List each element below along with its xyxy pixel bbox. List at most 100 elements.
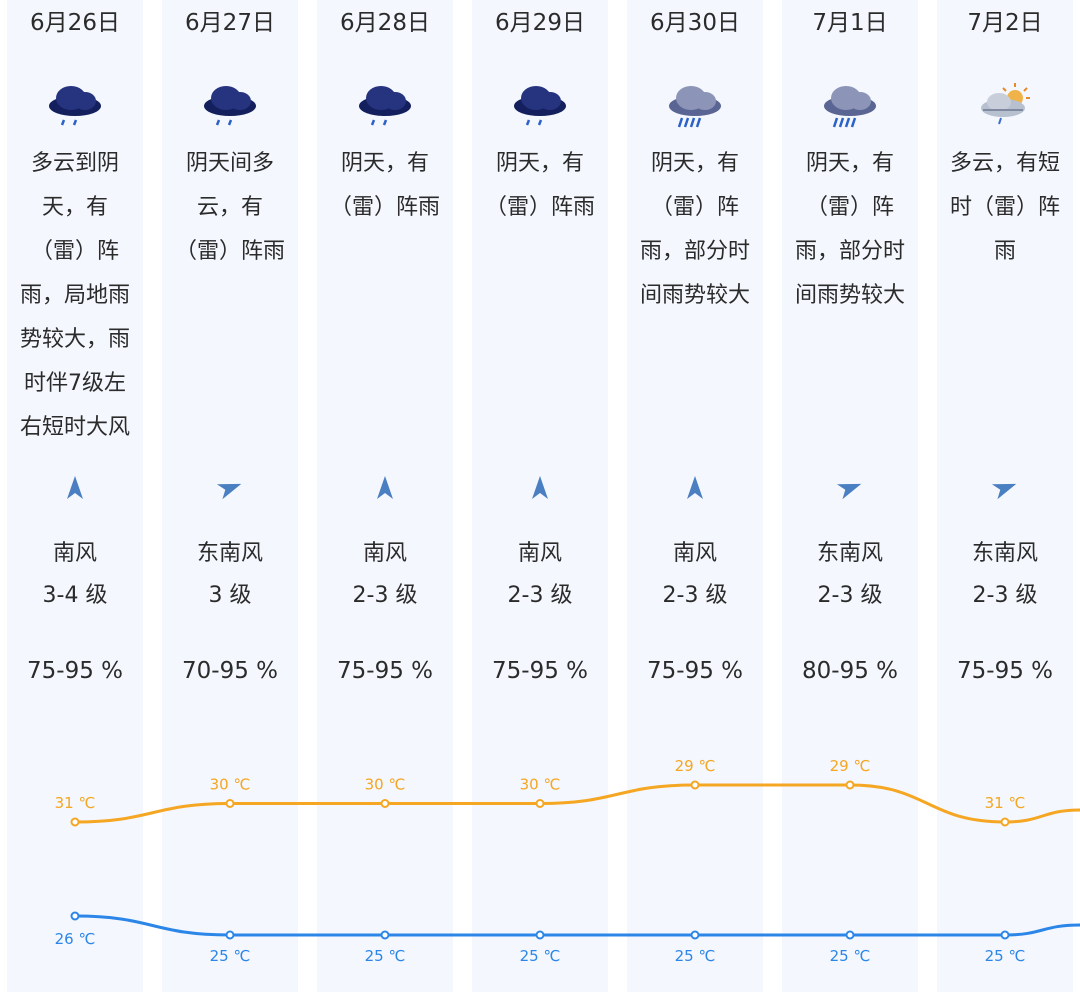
wind-level: 2-3 级 [817,583,883,608]
high-temp-point [380,799,390,808]
rain-cloud-icon [45,78,105,134]
high-temp-line [74,783,1080,824]
weather-desc-line: 时（雷）阵 [949,195,1060,220]
day-column: 6月30日 阴天，有 （雷）阵雨，部分时间雨势较大 南风 2-3 级 75-95 … [627,0,763,992]
day-date: 6月27日 [185,10,275,36]
high-temp-label: 29 ℃ [830,757,871,775]
weather-description: 多云到阴天，有 （雷）阵雨，局地雨势较大，雨时伴7级左右短时大风 [11,142,139,450]
wind-level: 2-3 级 [972,583,1038,608]
wind-direction: 南风 [52,541,97,566]
wind-direction: 南风 [362,541,407,566]
day-date: 6月26日 [30,10,120,36]
wind-direction-arrow-icon [989,472,1021,504]
wind-direction: 东南风 [816,541,883,566]
wind-direction: 南风 [672,541,717,566]
wind-direction: 东南风 [196,541,263,566]
day-column: 6月28日 阴天，有 （雷）阵雨 南风 2-3 级 75-95 % [317,0,453,992]
humidity: 75-95 % [337,658,433,684]
heavy-rain-cloud-icon [665,78,725,134]
weather-desc-line: 势较大，雨 [19,327,130,352]
wind-direction-arrow-icon [59,472,91,504]
low-temp-point [535,930,545,940]
high-temp-label: 30 ℃ [520,776,561,794]
wind-direction-arrow-icon [834,472,866,504]
high-temp-point [1000,817,1010,827]
high-temp-label: 30 ℃ [210,776,251,794]
weather-desc-line: 雨，部分时 [639,239,750,264]
weather-description: 阴天，有 （雷）阵雨 [321,142,449,230]
low-temp-label: 25 ℃ [210,947,251,965]
weather-desc-line: 天，有 [41,195,108,220]
low-temp-label: 25 ℃ [830,947,871,965]
low-temp-point [1000,930,1010,940]
weather-desc-line: 多云到阴 [30,151,119,176]
sun-cloud-rain-icon [975,78,1035,134]
day-column: 7月2日 多云，有短 时（雷）阵雨 东南风 2-3 级 75-95 % [937,0,1073,992]
wind-level: 3-4 级 [42,583,108,608]
weather-description: 阴天间多云，有 （雷）阵雨 [166,142,294,274]
weather-desc-line: 间雨势较大 [639,283,750,308]
wind-direction-arrow-icon [214,472,246,504]
high-temp-point [690,780,700,790]
humidity: 75-95 % [647,658,743,684]
high-temp-label: 30 ℃ [365,776,406,794]
weather-desc-line: 阴天，有 [805,151,894,176]
weather-desc-line: 阴天，有 [340,151,429,176]
wind-level: 2-3 级 [662,583,728,608]
low-temp-label: 26 ℃ [55,930,96,948]
weather-desc-line: 右短时大风 [19,415,130,440]
weather-desc-line: （雷）阵雨 [484,195,595,220]
humidity: 75-95 % [492,658,588,684]
weather-desc-line: 间雨势较大 [794,283,905,308]
humidity: 75-95 % [27,658,123,684]
weather-desc-line: 阴天间多 [185,151,274,176]
day-column: 6月29日 阴天，有 （雷）阵雨 南风 2-3 级 75-95 % [472,0,608,992]
weather-desc-line: 时伴7级左 [24,371,126,396]
heavy-rain-cloud-icon [820,78,880,134]
wind-direction: 东南风 [971,541,1038,566]
low-temp-point [845,930,855,940]
low-temp-label: 25 ℃ [675,947,716,965]
low-temp-point [380,930,390,940]
weather-desc-line: 云，有 [196,195,263,220]
rain-cloud-icon [510,78,570,134]
rain-cloud-icon [200,78,260,134]
weather-description: 多云，有短时（雷）阵雨 [941,142,1069,274]
humidity: 75-95 % [957,658,1053,684]
high-temp-label: 31 ℃ [55,794,96,812]
wind-direction-arrow-icon [679,472,711,504]
weather-desc-line: （雷）阵 [650,195,739,220]
rain-cloud-icon [355,78,415,134]
high-temp-point [225,799,235,808]
wind-level: 2-3 级 [507,583,573,608]
weather-description: 阴天，有 （雷）阵雨 [476,142,604,230]
weather-desc-line: 多云，有短 [949,151,1060,176]
wind-level: 2-3 级 [352,583,418,608]
weather-desc-line: （雷）阵 [30,239,119,264]
high-temp-label: 29 ℃ [675,757,716,775]
weather-desc-line: （雷）阵 [805,195,894,220]
weather-desc-line: 雨 [993,239,1016,264]
weather-description: 阴天，有 （雷）阵 雨，部分时 间雨势较大 [786,142,914,318]
day-date: 7月1日 [812,10,888,36]
low-temp-label: 25 ℃ [985,947,1026,965]
high-temp-point [70,817,80,827]
weather-desc-line: （雷）阵雨 [174,239,285,264]
weather-desc-line: 阴天，有 [650,151,739,176]
weather-desc-line: （雷）阵雨 [329,195,440,220]
day-column: 6月27日 阴天间多 云，有 （雷）阵雨 东南风 3 级 70-95 % [162,0,298,992]
low-temp-point [70,911,80,921]
low-temp-point [225,930,235,940]
day-date: 6月30日 [650,10,740,36]
high-temp-point [535,799,545,808]
day-column: 7月1日 阴天，有 （雷）阵 雨，部分时 间雨势较大 东南风 2-3 级 80-95 … [782,0,918,992]
humidity: 80-95 % [802,658,898,684]
weather-desc-line: 阴天，有 [495,151,584,176]
weather-description: 阴天，有 （雷）阵雨，部分时间雨势较大 [631,142,759,318]
weather-desc-line: 雨，局地雨 [19,283,130,308]
low-temp-label: 25 ℃ [520,947,561,965]
humidity: 70-95 % [182,658,278,684]
low-temp-point [690,930,700,940]
